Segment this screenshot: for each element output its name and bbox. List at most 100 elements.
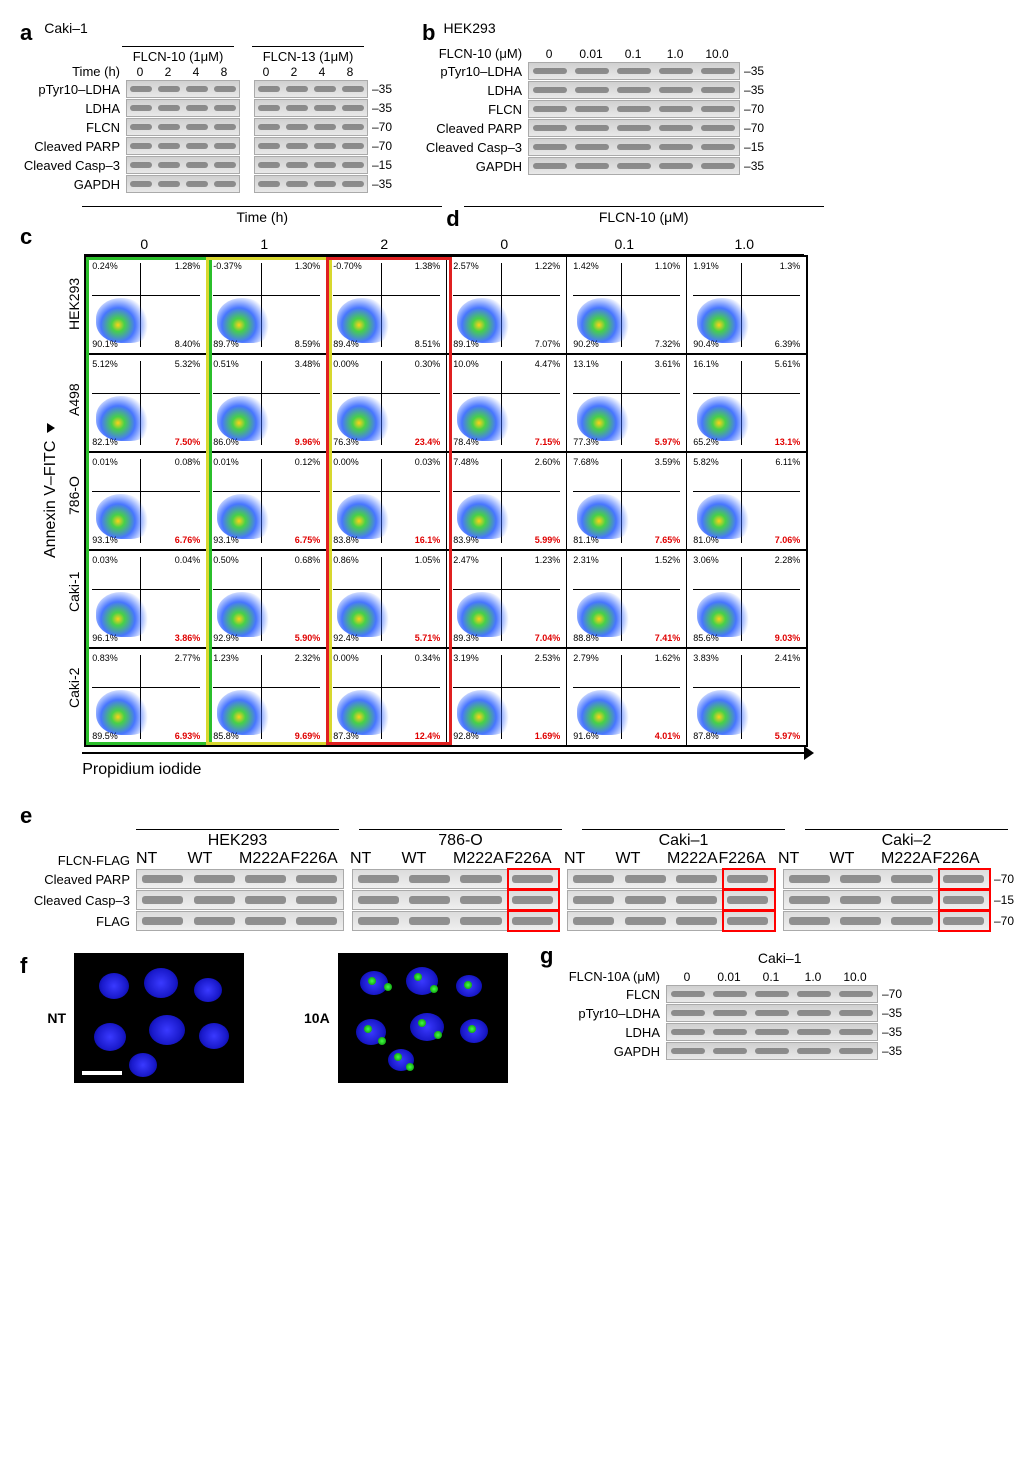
lane-label: 10.0 xyxy=(696,47,738,61)
blot-strip xyxy=(254,80,368,98)
flow-col-header: 0 xyxy=(444,234,564,255)
mw-marker: –70 xyxy=(744,121,764,135)
quadrant-value: 1.22% xyxy=(535,261,561,271)
lane-label: 0 xyxy=(126,65,154,79)
tunel-spot xyxy=(418,1019,426,1027)
dapi-image-nt xyxy=(74,953,244,1083)
blot-strip xyxy=(126,175,240,193)
blot-row-label: Cleaved PARP xyxy=(20,139,126,154)
lane-label: 8 xyxy=(210,65,238,79)
quadrant-value: 6.93% xyxy=(175,731,201,741)
blot-strip xyxy=(528,157,740,175)
quadrant-value: 0.00% xyxy=(333,457,359,467)
blot-strip xyxy=(254,99,368,117)
blot-strip xyxy=(136,869,344,889)
flow-cell: 0.24%1.28%90.1%8.40% xyxy=(86,257,206,353)
quadrant-value: 5.97% xyxy=(775,731,801,741)
quadrant-value: 86.0% xyxy=(213,437,239,447)
red-highlight-box xyxy=(507,868,560,890)
quadrant-value: 7.06% xyxy=(775,535,801,545)
blot-strip xyxy=(666,1004,878,1022)
nucleus xyxy=(194,978,222,1002)
quadrant-value: 5.82% xyxy=(693,457,719,467)
blot-strip xyxy=(352,890,560,910)
quadrant-value: 93.1% xyxy=(92,535,118,545)
quadrant-value: 5.71% xyxy=(415,633,441,643)
quadrant-value: 7.07% xyxy=(535,339,561,349)
panel-g: g Caki–1 FLCN-10A (μM) 00.010.11.010.0 F… xyxy=(540,943,1000,1060)
quadrant-value: 1.23% xyxy=(213,653,239,663)
flow-cell: 2.31%1.52%88.8%7.41% xyxy=(566,551,686,647)
blot-row-label: LDHA xyxy=(422,83,528,98)
red-highlight-box xyxy=(938,868,991,890)
quadrant-value: 3.06% xyxy=(693,555,719,565)
quadrant-value: 0.50% xyxy=(213,555,239,565)
flow-cell: 3.06%2.28%85.6%9.03% xyxy=(686,551,806,647)
quadrant-value: 3.19% xyxy=(453,653,479,663)
quadrant-value: 77.3% xyxy=(573,437,599,447)
panel-f-left-label: NT xyxy=(47,1010,66,1026)
quadrant-value: 93.1% xyxy=(213,535,239,545)
panel-c-supheader: Time (h) xyxy=(82,206,442,232)
quadrant-value: 1.52% xyxy=(655,555,681,565)
panel-e-lane-label: NT xyxy=(564,850,616,868)
quadrant-value: 0.00% xyxy=(333,359,359,369)
blot-strip xyxy=(666,1042,878,1060)
quadrant-value: 1.3% xyxy=(780,261,801,271)
blot-strip xyxy=(666,985,878,1003)
quadrant-value: 0.04% xyxy=(175,555,201,565)
blot-strip xyxy=(666,1023,878,1041)
blot-row-label: GAPDH xyxy=(422,159,528,174)
blot-row-label: GAPDH xyxy=(20,177,126,192)
flow-cell: 3.19%2.53%92.8%1.69% xyxy=(446,649,566,745)
blot-row-label: FLCN xyxy=(20,120,126,135)
panel-g-label: g xyxy=(540,943,553,968)
scale-bar xyxy=(82,1071,122,1075)
quadrant-value: 87.8% xyxy=(693,731,719,741)
flow-x-axis: Propidium iodide xyxy=(82,761,823,779)
nucleus xyxy=(199,1023,229,1049)
blot-strip xyxy=(528,100,740,118)
quadrant-value: 5.61% xyxy=(775,359,801,369)
flow-cell: 0.50%0.68%92.9%5.90% xyxy=(206,551,326,647)
tunel-spot xyxy=(394,1053,402,1061)
tunel-spot xyxy=(464,981,472,989)
quadrant-value: 0.00% xyxy=(333,653,359,663)
panel-e-group: HEK293 xyxy=(130,829,345,850)
flow-cell: 0.00%0.30%76.3%23.4% xyxy=(326,355,446,451)
quadrant-value: 65.2% xyxy=(693,437,719,447)
quadrant-value: 0.01% xyxy=(92,457,118,467)
quadrant-value: 7.15% xyxy=(535,437,561,447)
quadrant-value: 0.24% xyxy=(92,261,118,271)
panel-c-label: c xyxy=(20,224,32,250)
blot-strip xyxy=(528,119,740,137)
quadrant-value: 0.03% xyxy=(92,555,118,565)
blot-strip xyxy=(126,137,240,155)
nucleus xyxy=(149,1015,185,1045)
quadrant-value: 2.57% xyxy=(453,261,479,271)
red-highlight-box xyxy=(722,868,775,890)
quadrant-value: 6.76% xyxy=(175,535,201,545)
mw-marker: –15 xyxy=(744,140,764,154)
panel-e: e HEK293786-OCaki–1Caki–2 FLCN-FLAG NTWT… xyxy=(20,803,1014,931)
red-highlight-box xyxy=(722,910,775,932)
quadrant-value: 16.1% xyxy=(693,359,719,369)
panel-e-group: 786-O xyxy=(353,829,568,850)
lane-label: 0.01 xyxy=(570,47,612,61)
quadrant-value: 83.9% xyxy=(453,535,479,545)
blot-strip xyxy=(783,869,991,889)
treatment-label: FLCN-10 (μM) xyxy=(422,46,528,61)
quadrant-value: 89.5% xyxy=(92,731,118,741)
blot-strip xyxy=(254,118,368,136)
quadrant-value: 1.10% xyxy=(655,261,681,271)
flow-cell: 0.51%3.48%86.0%9.96% xyxy=(206,355,326,451)
quadrant-value: 6.11% xyxy=(775,457,800,467)
quadrant-value: 9.96% xyxy=(295,437,321,447)
blot-row-label: LDHA xyxy=(20,101,126,116)
quadrant-value: 8.51% xyxy=(415,339,441,349)
quadrant-value: 83.8% xyxy=(333,535,359,545)
blot-row-label: pTyr10–LDHA xyxy=(422,64,528,79)
mw-marker: –35 xyxy=(744,159,764,173)
lane-label: 0.1 xyxy=(750,970,792,984)
quadrant-value: 5.97% xyxy=(655,437,681,447)
